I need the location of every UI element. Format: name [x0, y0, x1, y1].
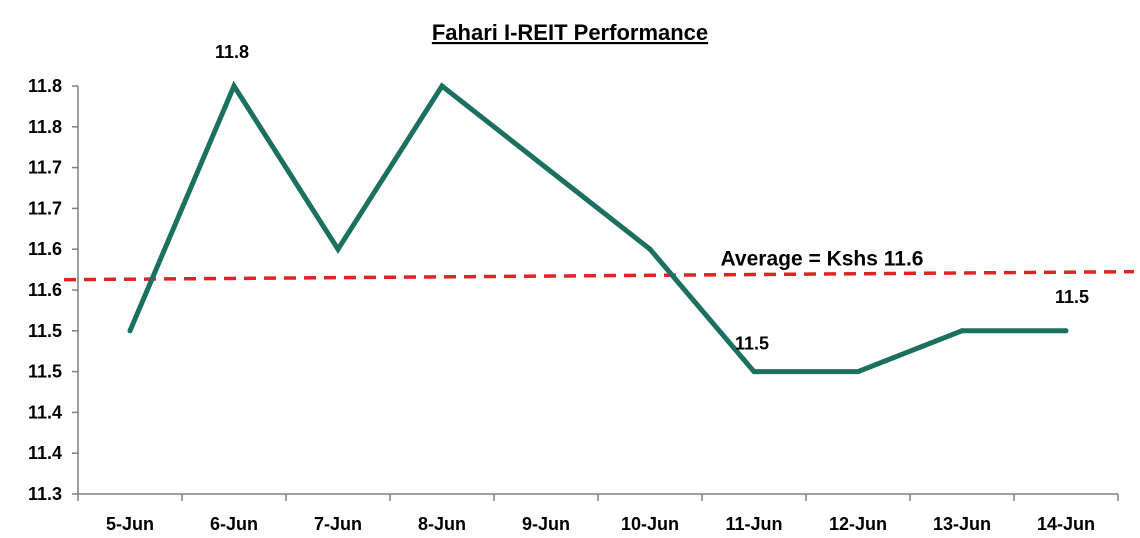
series-line: [127, 80, 1066, 375]
x-tick-label: 6-Jun: [210, 514, 258, 534]
data-point: [647, 246, 653, 252]
y-tick-label: 11.6: [28, 280, 62, 300]
y-tick-label: 11.6: [28, 239, 62, 259]
y-tick-label: 11.4: [28, 443, 62, 463]
x-tick-label: 14-Jun: [1037, 514, 1095, 534]
data-point: [751, 369, 757, 375]
data-labels: 11.8 11.5 11.5: [215, 42, 1089, 354]
y-tick-label: 11.8: [28, 117, 62, 137]
x-tick-label: 12-Jun: [829, 514, 887, 534]
y-tick-label: 11.4: [28, 402, 62, 422]
x-tick-label: 13-Jun: [933, 514, 991, 534]
data-point: [335, 246, 341, 252]
y-tick-label: 11.5: [28, 362, 62, 382]
y-tick-label: 11.7: [28, 158, 62, 178]
data-point: [1063, 328, 1069, 334]
x-tick-label: 5-Jun: [106, 514, 154, 534]
data-point: [439, 83, 445, 89]
axes: [72, 85, 1119, 501]
data-point: [127, 328, 133, 334]
y-tick-label: 11.5: [28, 321, 62, 341]
data-label: 11.5: [735, 334, 769, 354]
y-tick-label: 11.7: [28, 198, 62, 218]
average-line: [63, 269, 1135, 282]
data-point: [543, 165, 549, 171]
series-group: [127, 80, 1069, 375]
average-label: Average = Kshs 11.6: [721, 248, 924, 271]
y-tick-label: 11.3: [28, 484, 62, 504]
chart-title: Fahari I-REIT Performance: [432, 20, 708, 45]
x-tick-label: 9-Jun: [522, 514, 570, 534]
y-tick-label: 11.8: [28, 76, 62, 96]
data-point: [231, 83, 237, 89]
data-point: [959, 328, 965, 334]
x-tick-label: 11-Jun: [725, 514, 782, 534]
x-tick-label: 10-Jun: [621, 514, 679, 534]
data-label: 11.8: [215, 42, 249, 62]
data-point: [855, 369, 861, 375]
x-tick-label: 7-Jun: [314, 514, 362, 534]
tick-labels: 11.3 11.4 11.4 11.5 11.5 11.6 11.6 11.7 11.7 11.8…: [28, 76, 1095, 534]
x-tick-label: 8-Jun: [418, 514, 466, 534]
data-label: 11.5: [1055, 287, 1089, 307]
average-line-group: Average = Kshs 11.6: [63, 248, 1135, 282]
